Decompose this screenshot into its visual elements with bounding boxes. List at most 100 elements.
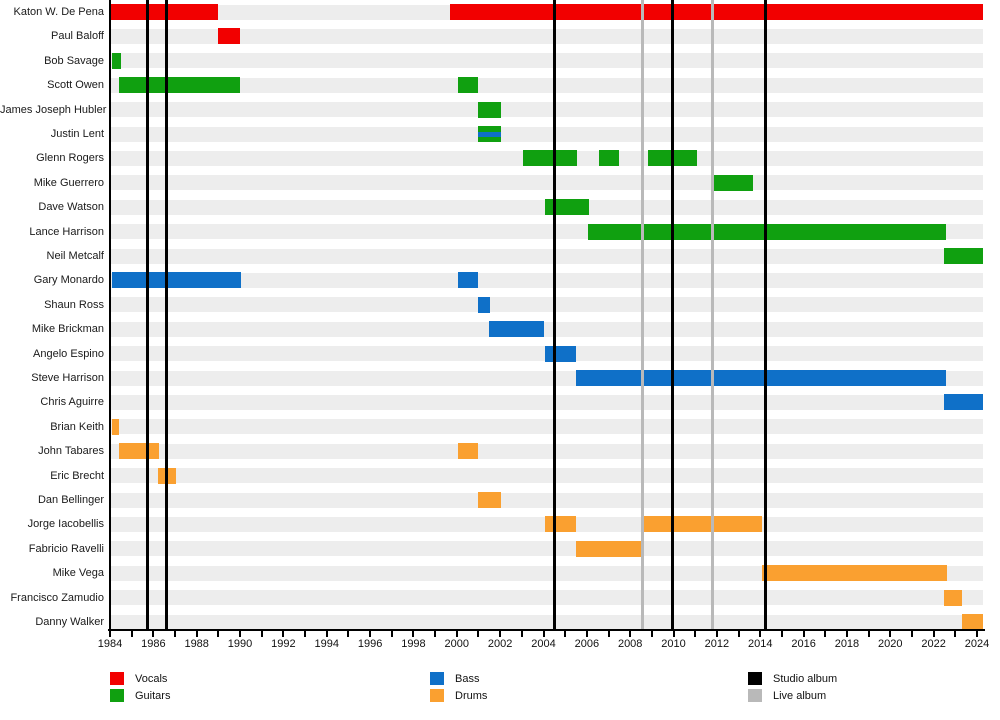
year-tick-label: 2024 — [964, 638, 990, 650]
year-tick-label: 1988 — [184, 638, 209, 650]
member-tenure-bar — [598, 150, 620, 167]
year-tick — [520, 631, 523, 637]
y-axis-line — [109, 0, 111, 630]
member-row-label: Bob Savage — [44, 54, 104, 67]
year-tick — [672, 631, 675, 637]
year-tick — [629, 631, 632, 637]
member-row-band — [110, 419, 983, 435]
year-tick — [954, 631, 957, 637]
member-row-band — [110, 321, 983, 337]
member-tenure-bar — [450, 4, 983, 20]
member-tenure-bar — [118, 443, 159, 460]
member-tenure-bar — [112, 272, 242, 289]
year-tick — [564, 631, 567, 637]
year-tick — [889, 631, 892, 637]
studio-album-line — [552, 0, 556, 630]
year-tick — [607, 631, 610, 637]
year-tick — [759, 631, 762, 637]
member-row-label: Dave Watson — [38, 201, 104, 214]
legend-label: Studio album — [773, 673, 838, 685]
member-row-label: Danny Walker — [35, 616, 104, 628]
member-tenure-bar — [457, 77, 479, 94]
year-tick — [109, 631, 111, 637]
year-tick — [152, 631, 155, 637]
year-tick-label: 2010 — [661, 638, 686, 650]
member-row-label: Mike Vega — [52, 567, 104, 580]
member-tenure-bar — [522, 150, 578, 167]
year-tick — [737, 631, 740, 637]
legend-swatch-bass — [430, 672, 444, 685]
year-tick — [650, 631, 653, 637]
member-row-band — [110, 541, 983, 557]
member-row-label: Katon W. De Pena — [13, 6, 105, 18]
member-tenure-bar — [457, 443, 479, 460]
member-row-band — [110, 126, 983, 142]
year-tick — [195, 631, 198, 637]
year-tick-label: 1994 — [314, 638, 339, 650]
member-row-label: Lance Harrison — [29, 225, 104, 238]
legend-label: Guitars — [135, 690, 171, 702]
year-tick — [412, 631, 415, 637]
studio-album-line — [670, 0, 674, 630]
member-tenure-bar — [544, 516, 576, 533]
member-row-band — [110, 77, 983, 93]
year-tick-label: 1992 — [271, 638, 296, 650]
member-tenure-bar — [478, 296, 491, 313]
member-tenure-bar — [713, 174, 753, 191]
legend-swatch-vocals — [110, 672, 124, 685]
year-tick — [845, 631, 848, 637]
year-tick-label: 2006 — [574, 638, 600, 650]
year-tick — [694, 631, 697, 637]
member-row-band — [110, 248, 983, 264]
member-row-label: Shaun Ross — [44, 298, 104, 311]
year-tick-label: 1996 — [357, 638, 383, 650]
year-tick — [174, 631, 177, 637]
year-tick — [369, 631, 372, 637]
year-tick — [325, 631, 328, 637]
member-tenure-bar — [218, 28, 241, 45]
member-row-label: Dan Bellinger — [37, 494, 104, 506]
member-tenure-bar — [544, 345, 576, 362]
member-tenure-bar — [110, 4, 219, 20]
year-tick-label: 2004 — [531, 638, 556, 650]
year-tick — [434, 631, 437, 637]
live-album-line — [711, 0, 715, 630]
member-row-label: Mike Guerrero — [33, 176, 104, 189]
member-row-label: John Tabares — [38, 445, 104, 458]
member-row-band — [110, 297, 983, 313]
member-row-label: Justin Lent — [50, 128, 104, 140]
member-row-band — [110, 394, 983, 410]
member-tenure-bar — [457, 272, 479, 289]
member-row-label: Chris Aguirre — [40, 396, 104, 409]
studio-album-line — [764, 0, 768, 630]
member-tenure-bar — [576, 370, 946, 386]
member-row-label: James Joseph Hubler — [0, 103, 107, 116]
year-tick — [715, 631, 718, 637]
member-row-band — [110, 468, 983, 484]
member-tenure-bar — [642, 516, 763, 533]
member-row-band — [110, 443, 983, 459]
member-tenure-bar — [478, 492, 502, 508]
year-tick-label: 1990 — [227, 638, 253, 650]
member-row-label: Scott Owen — [47, 79, 104, 92]
studio-album-line — [164, 0, 168, 630]
member-tenure-bar — [478, 126, 502, 142]
member-tenure-bar — [944, 394, 983, 411]
member-row-band — [110, 492, 983, 508]
legend-swatch-live-album — [748, 689, 762, 702]
year-tick — [304, 631, 307, 637]
year-tick — [780, 631, 783, 637]
year-tick — [824, 631, 827, 637]
member-tenure-bar — [112, 418, 119, 435]
year-tick-label: 2022 — [921, 638, 946, 650]
year-tick-label: 2000 — [444, 638, 470, 650]
year-tick — [217, 631, 220, 637]
year-tick — [477, 631, 480, 637]
member-row-label: Glenn Rogers — [36, 152, 104, 165]
year-tick — [542, 631, 545, 637]
year-tick — [347, 631, 350, 637]
year-tick-label: 2020 — [878, 638, 903, 650]
member-tenure-bar — [118, 77, 241, 94]
year-tick-label: 1998 — [401, 638, 426, 650]
